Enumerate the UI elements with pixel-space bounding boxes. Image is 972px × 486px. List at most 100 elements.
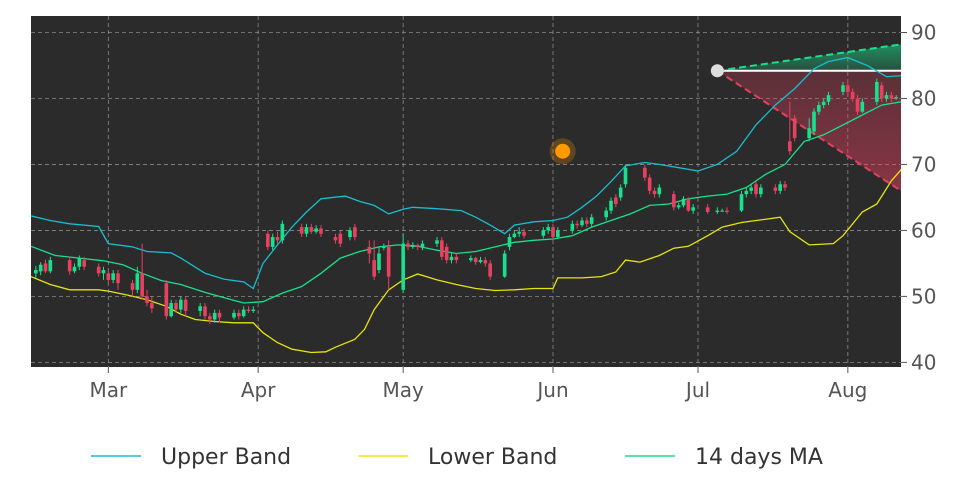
candle-body <box>676 205 681 208</box>
candle <box>551 223 555 241</box>
candlesticks <box>34 78 966 325</box>
candle-body <box>875 81 879 102</box>
candle <box>948 91 952 99</box>
candle-body <box>570 223 575 231</box>
candle <box>860 98 865 113</box>
candle <box>792 114 797 142</box>
candle <box>106 270 111 285</box>
candle <box>720 208 724 212</box>
candle-body <box>783 184 787 188</box>
candle <box>749 184 753 195</box>
candle-body <box>705 207 710 212</box>
candle-body <box>575 223 579 226</box>
candle <box>145 289 149 307</box>
candle-body <box>309 227 314 232</box>
candle <box>314 225 318 234</box>
candle-body <box>82 260 86 267</box>
candle-body <box>237 312 241 317</box>
candle <box>618 184 623 201</box>
candle <box>517 227 521 238</box>
candle-body <box>444 246 449 261</box>
candle <box>546 223 550 234</box>
candle-body <box>454 256 459 261</box>
candle <box>232 309 236 320</box>
candle-body <box>169 303 173 317</box>
candle-body <box>372 260 376 277</box>
candle-body <box>585 220 589 224</box>
candle-body <box>943 95 947 98</box>
x-tick-label: Apr <box>241 378 276 402</box>
candle-body <box>855 98 860 112</box>
candle <box>759 184 763 198</box>
candle <box>469 255 473 263</box>
candle <box>889 91 894 102</box>
bands <box>31 56 901 354</box>
candle <box>411 242 415 249</box>
candle <box>826 91 831 106</box>
candle-body <box>43 263 48 272</box>
candle-body <box>850 91 855 99</box>
candle <box>299 223 304 238</box>
candle-body <box>275 237 280 241</box>
candle <box>850 88 855 102</box>
candle <box>512 230 517 239</box>
ma-line <box>31 101 901 304</box>
candle <box>280 220 285 244</box>
candle-body <box>34 270 38 274</box>
candle <box>623 164 628 188</box>
candle-body <box>299 227 304 234</box>
candle <box>38 262 43 276</box>
candle-body <box>962 82 966 95</box>
candle <box>744 187 749 198</box>
candle <box>275 231 280 244</box>
forecast-lower-area <box>717 70 901 191</box>
candle <box>604 207 608 221</box>
candle-body <box>266 233 270 247</box>
candle-body <box>116 273 120 284</box>
candle-body <box>48 260 53 272</box>
legend-label: Lower Band <box>428 445 557 470</box>
candle <box>217 309 222 323</box>
candle-body <box>367 246 372 254</box>
candle <box>580 217 584 228</box>
candle-body <box>212 312 217 320</box>
candle-body <box>135 273 140 290</box>
candle-body <box>401 243 405 290</box>
candle-body <box>652 190 657 195</box>
candle-body <box>672 194 676 208</box>
candle <box>82 256 86 271</box>
candle <box>333 233 338 244</box>
candle <box>353 223 357 241</box>
candle-body <box>217 312 222 318</box>
lower-band-line <box>31 168 901 354</box>
candle-body <box>251 309 256 311</box>
y-tick-label: 50 <box>911 284 936 308</box>
upper-band-line <box>31 56 901 290</box>
candle <box>788 101 792 155</box>
candle-body <box>150 303 154 309</box>
candle <box>406 240 410 251</box>
candle-body <box>348 230 352 238</box>
candle-body <box>488 263 492 277</box>
candle-body <box>817 105 821 112</box>
candle-body <box>469 258 473 261</box>
candle <box>251 306 256 313</box>
candle-body <box>440 240 444 257</box>
y-tick-label: 40 <box>911 350 936 374</box>
forecast-upper-line <box>717 43 901 72</box>
candle <box>812 108 816 135</box>
candle <box>183 296 188 317</box>
candle-body <box>778 184 782 191</box>
candle <box>817 101 821 115</box>
candle-body <box>319 228 323 234</box>
candle <box>77 255 82 271</box>
candle-body <box>643 167 647 178</box>
candle-body <box>174 303 178 310</box>
candle-body <box>377 253 381 271</box>
candle-body <box>957 92 961 95</box>
candle-body <box>203 306 207 317</box>
candle <box>386 240 391 290</box>
candle <box>179 296 183 313</box>
candle-body <box>478 260 483 263</box>
